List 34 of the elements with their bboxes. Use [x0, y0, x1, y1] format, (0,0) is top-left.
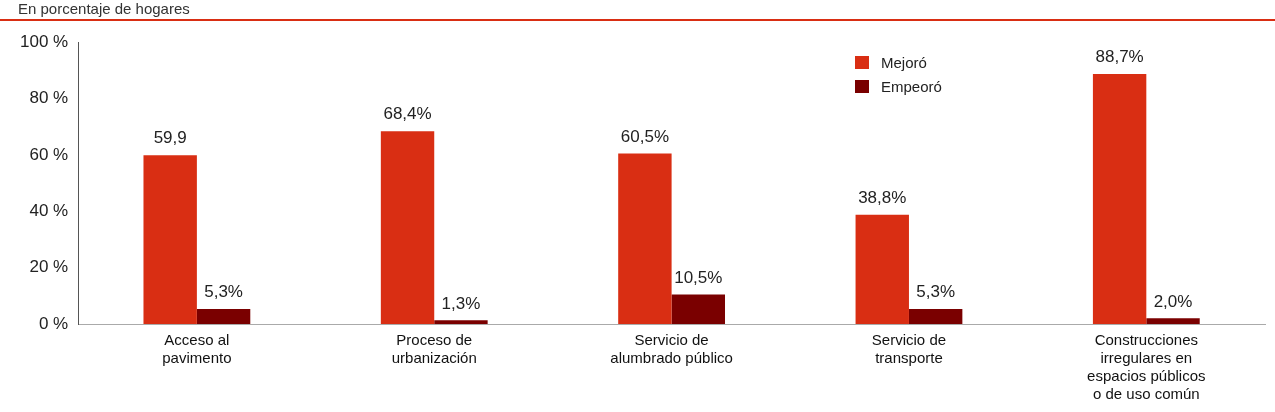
data-label: 10,5% [674, 267, 723, 287]
x-tick-label: Construcciones irregulares en espacios públicos o de uso común [1087, 331, 1206, 403]
chart-subtitle: En porcentaje de hogares [18, 0, 190, 17]
bar [1146, 318, 1200, 324]
bar [855, 214, 909, 324]
x-tick-label: Acceso al pavimento [162, 331, 232, 367]
data-label: 38,8% [858, 187, 907, 207]
y-tick-label: 60 % [29, 144, 69, 164]
data-label: 2,0% [1153, 291, 1193, 311]
legend-label: Empeoró [881, 77, 942, 95]
x-tick-label: Servicio de alumbrado público [610, 331, 733, 367]
data-label: 5,3% [916, 282, 956, 302]
y-tick-label: 100 % [20, 31, 69, 51]
bar [618, 153, 672, 324]
bar [143, 155, 197, 324]
data-label: 60,5% [620, 126, 669, 146]
bar [1092, 74, 1147, 324]
x-tick-label: Servicio de transporte [871, 331, 947, 367]
data-label: 5,3% [204, 282, 243, 302]
y-tick-label: 20 % [29, 257, 69, 277]
legend-label: Mejoró [881, 53, 927, 71]
y-tick-label: 0 % [38, 313, 69, 333]
bar [434, 320, 488, 324]
bar [908, 309, 963, 324]
y-tick-label: 40 % [29, 200, 69, 220]
bar [380, 131, 435, 324]
data-label: 88,7% [1095, 47, 1144, 67]
bar [196, 309, 251, 324]
data-label: 68,4% [383, 104, 432, 124]
x-tick-label: Proceso de urbanización [391, 331, 477, 367]
data-label: 1,3% [441, 293, 481, 313]
data-label: 59,9 [153, 128, 187, 148]
bar [671, 294, 726, 324]
y-tick-label: 80 % [29, 88, 69, 108]
